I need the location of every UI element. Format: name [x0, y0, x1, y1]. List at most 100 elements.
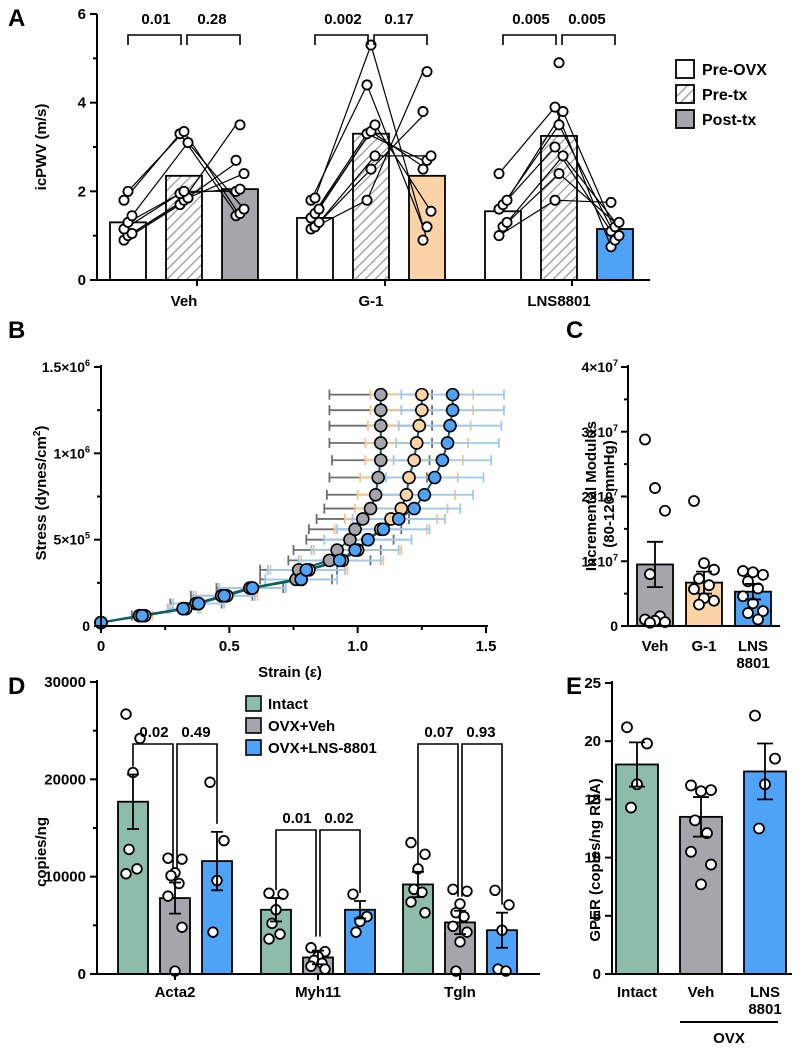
group-label-d-1: Myh11 [295, 984, 341, 1001]
semerr-e-1 [693, 796, 709, 838]
legend-label-pre-ovx: Pre-OVX [702, 62, 767, 79]
panel-b-label: B [8, 317, 25, 344]
panel-c-ylabel-line1: Incremental Modulus [583, 421, 600, 571]
ytick-label-d-0: 0 [78, 966, 86, 983]
marker-b-2-18 [443, 418, 457, 433]
ytick-label-b-0: 0 [82, 618, 90, 634]
marker-b-2-2 [176, 601, 190, 616]
ytick-label-d-2: 20000 [44, 771, 86, 788]
marker-b-2-8 [332, 553, 347, 568]
point-e-1-6 [705, 858, 717, 871]
point-e-1-5 [685, 845, 697, 858]
point-d-2-0-5 [405, 896, 417, 908]
semerr-d-0-1 [169, 881, 181, 915]
panel-c-label: C [566, 317, 583, 344]
point-d-2-1-5 [447, 920, 459, 933]
legend-swatch-pre-ovx [675, 59, 695, 79]
point-a-2-1-6 [549, 101, 561, 113]
legend-swatch-ovx-lns [245, 739, 262, 756]
marker-b-2-20 [445, 387, 460, 402]
marker-b-0-18 [373, 418, 388, 433]
point-c-0-7 [659, 616, 671, 629]
marker-b-0-14 [368, 487, 383, 502]
marker-b-1-18 [412, 418, 427, 433]
marker-b-2-14 [417, 487, 432, 502]
ytick-label-e-5: 25 [584, 675, 601, 692]
point-c-2-4 [752, 582, 764, 595]
point-c-2-8 [742, 607, 754, 619]
ytick-label-e-4: 20 [584, 733, 601, 750]
semerr-d-1-2 [354, 900, 366, 920]
group-label-d-2: Tgln [444, 984, 476, 1001]
marker-b-2-19 [445, 403, 460, 417]
marker-b-1-20 [415, 387, 429, 402]
point-d-1-1-5 [305, 960, 317, 972]
point-a-1-1-0 [361, 194, 373, 206]
bracket-d-2-1 [461, 743, 503, 905]
panel-b-xlabel: Strain (ε) [258, 664, 322, 681]
legend-swatch-post-tx [675, 109, 695, 129]
panel-a-ylabel: icPWV (m/s) [33, 104, 50, 191]
category-label-e-0: Intact [617, 984, 657, 1001]
point-a-0-2-5 [238, 168, 250, 180]
ytick-label-c-2: 2×107 [581, 488, 618, 505]
panel-d-label: D [8, 673, 25, 700]
ytick-label-b-1: 5×105 [53, 531, 90, 548]
point-a-2-0-5 [501, 194, 513, 206]
bar-e-0 [615, 763, 659, 975]
pvalue-a-0-0: 0.01 [141, 11, 170, 28]
legend-label-intact: Intact [268, 696, 308, 713]
pvalue-a-1-0: 0.002 [324, 11, 362, 28]
panel-c-ylabel: Incremental Modulus (80-120 mmHg) [583, 417, 618, 571]
marker-b-2-11 [376, 522, 391, 537]
semerr-d-2-1 [454, 909, 466, 935]
point-e-0-0 [621, 721, 633, 734]
point-d-2-2-1 [503, 899, 515, 911]
point-a-0-1-4 [178, 185, 190, 197]
category-label-c-0: Veh [642, 638, 669, 655]
legend-label-pre-tx: Pre-tx [702, 87, 747, 104]
ytick-label-a-2: 4 [78, 95, 87, 112]
bracket-d-2-0 [417, 743, 459, 897]
point-d-0-1-6 [176, 921, 188, 933]
point-a-0-2-7 [234, 119, 246, 131]
pvalue-a-2-1: 0.005 [568, 11, 606, 28]
marker-b-1-17 [409, 436, 424, 450]
point-a-0-0-5 [126, 210, 138, 222]
panel-d-ylabel: copies/ng [33, 817, 50, 887]
point-a-2-0-0 [493, 230, 505, 242]
semerr-d-1-0 [270, 897, 282, 923]
point-d-0-2-0 [204, 776, 216, 788]
panel-b-ylabel-sup: 2 [32, 430, 43, 436]
point-a-2-0-2 [501, 216, 513, 228]
point-d-0-1-5 [162, 890, 174, 902]
legend-label-post-tx: Post-tx [702, 112, 756, 129]
group-label-a-1: G-1 [358, 293, 383, 310]
category-label-e-1: Veh [688, 984, 715, 1001]
marker-b-2-10 [361, 532, 375, 547]
point-d-2-1-7 [454, 936, 466, 948]
ytick-label-c-3: 3×107 [581, 423, 618, 440]
bracket-d-1-0 [275, 829, 317, 937]
bracket-d-0-0 [132, 743, 174, 869]
ytick-label-c-4: 4×107 [581, 358, 618, 375]
point-c-1-8 [693, 598, 705, 611]
point-c-2-3 [742, 575, 754, 588]
marker-b-0-17 [373, 436, 388, 450]
category-label2-c-2: 8801 [736, 655, 769, 672]
point-d-2-0-6 [419, 906, 431, 919]
marker-b-0-13 [363, 501, 378, 516]
ytick-label-e-0: 0 [593, 966, 601, 983]
panel-b-ylabel-main: Stress (dynes/cm [33, 436, 50, 560]
bar-e-1 [679, 815, 723, 975]
point-d-2-0-0 [405, 836, 417, 849]
point-d-1-0-0 [263, 887, 275, 899]
point-d-0-2-3 [207, 926, 219, 938]
pvalue-d-0-1: 0.49 [181, 724, 210, 741]
ytick-label-e-3: 15 [584, 791, 601, 808]
point-a-2-1-2 [557, 150, 569, 162]
category-label-e-2: LNS [750, 984, 780, 1001]
marker-b-0-20 [373, 387, 388, 402]
marker-b-0-11 [348, 522, 362, 537]
point-e-1-0 [685, 779, 697, 792]
